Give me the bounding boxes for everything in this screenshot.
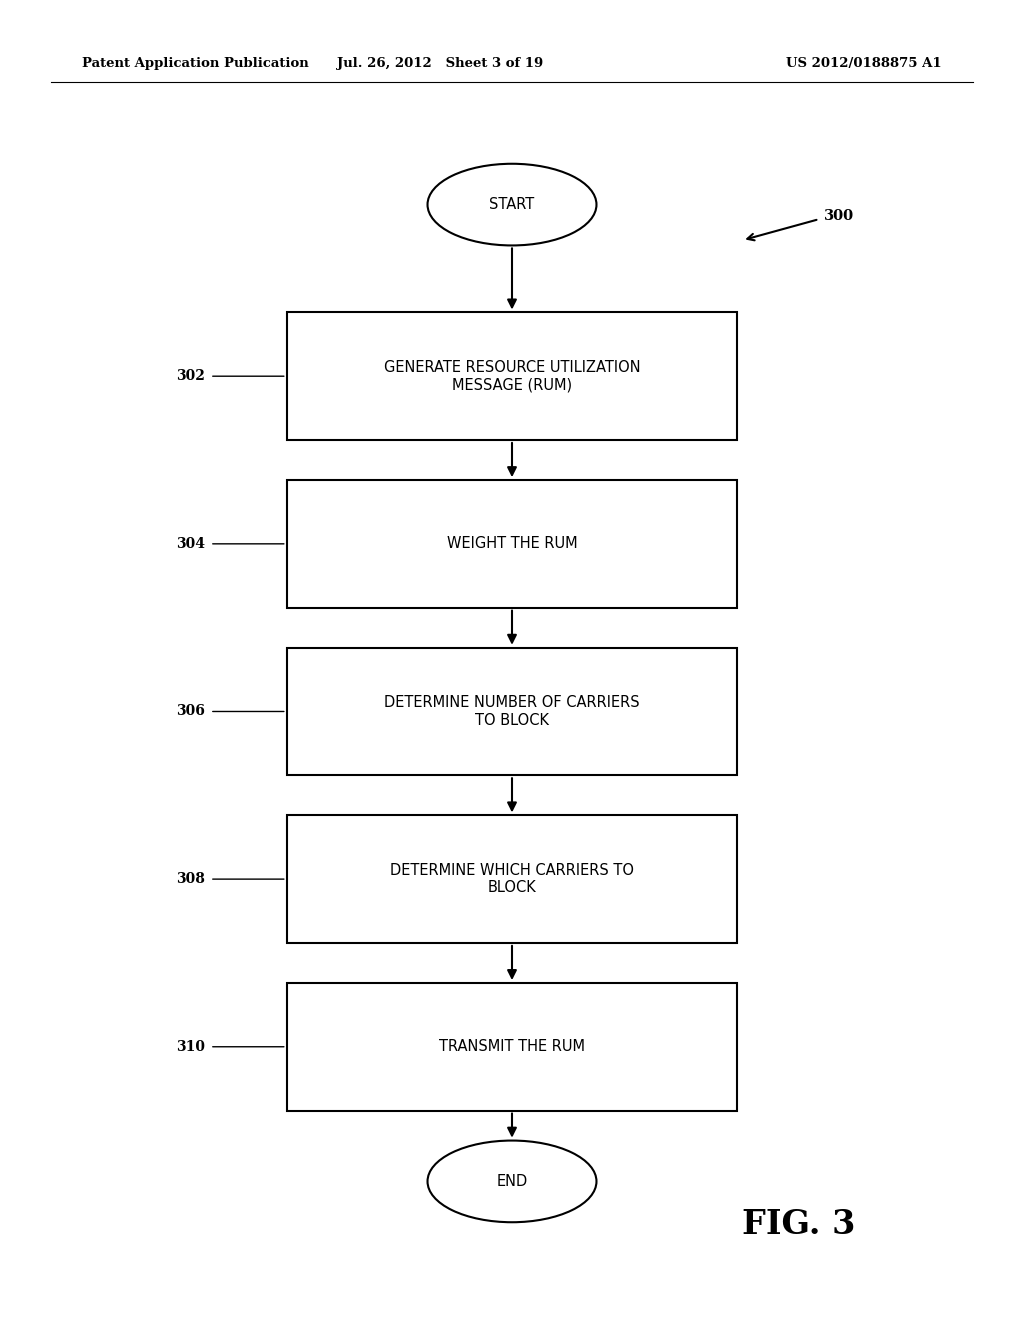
Text: 310: 310 (176, 1040, 205, 1053)
Ellipse shape (428, 1140, 596, 1222)
Text: GENERATE RESOURCE UTILIZATION
MESSAGE (RUM): GENERATE RESOURCE UTILIZATION MESSAGE (R… (384, 360, 640, 392)
FancyBboxPatch shape (287, 480, 737, 607)
FancyBboxPatch shape (287, 648, 737, 775)
Text: TRANSMIT THE RUM: TRANSMIT THE RUM (439, 1039, 585, 1055)
Text: DETERMINE NUMBER OF CARRIERS
TO BLOCK: DETERMINE NUMBER OF CARRIERS TO BLOCK (384, 696, 640, 727)
FancyBboxPatch shape (287, 816, 737, 942)
Text: FIG. 3: FIG. 3 (742, 1209, 855, 1241)
Text: 306: 306 (176, 705, 205, 718)
Text: US 2012/0188875 A1: US 2012/0188875 A1 (786, 57, 942, 70)
Text: 304: 304 (176, 537, 205, 550)
FancyBboxPatch shape (287, 983, 737, 1110)
Ellipse shape (428, 164, 596, 246)
Text: START: START (489, 197, 535, 213)
Text: WEIGHT THE RUM: WEIGHT THE RUM (446, 536, 578, 552)
Text: 302: 302 (176, 370, 205, 383)
Text: END: END (497, 1173, 527, 1189)
Text: DETERMINE WHICH CARRIERS TO
BLOCK: DETERMINE WHICH CARRIERS TO BLOCK (390, 863, 634, 895)
Text: 300: 300 (824, 210, 854, 223)
FancyBboxPatch shape (287, 313, 737, 440)
Text: Patent Application Publication: Patent Application Publication (82, 57, 308, 70)
Text: Jul. 26, 2012   Sheet 3 of 19: Jul. 26, 2012 Sheet 3 of 19 (337, 57, 544, 70)
Text: 308: 308 (176, 873, 205, 886)
